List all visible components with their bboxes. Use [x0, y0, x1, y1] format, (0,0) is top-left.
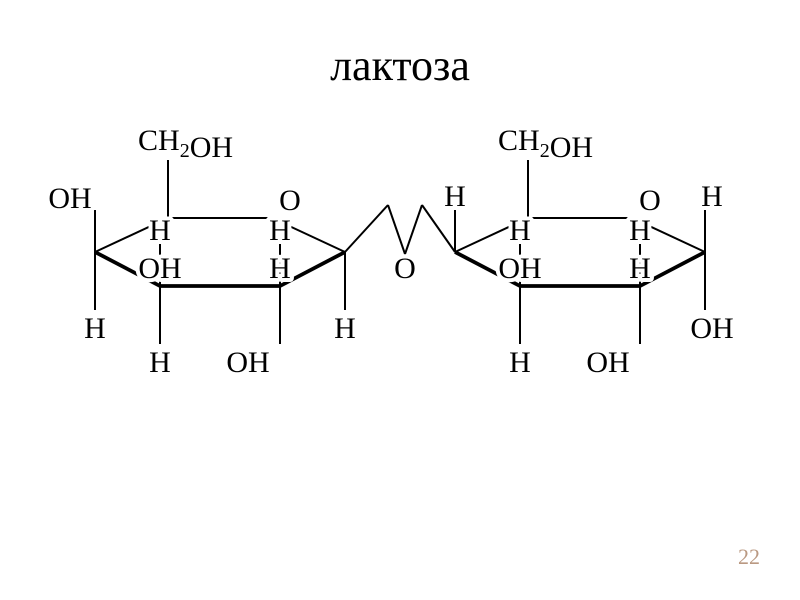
svg-text:H: H	[334, 312, 356, 345]
svg-text:O: O	[639, 184, 661, 217]
svg-text:H: H	[509, 346, 531, 379]
svg-text:H: H	[444, 180, 466, 213]
lactose-structure: CH2OHCH2OHOOOHOHHHOHOHHHHHHHOHOHHHOOCH2O…	[40, 110, 760, 450]
svg-text:H: H	[149, 214, 171, 247]
svg-text:OH: OH	[586, 346, 629, 379]
page-number: 22	[738, 544, 760, 570]
page-title: лактоза	[0, 40, 800, 91]
svg-text:H: H	[269, 252, 291, 285]
svg-text:H: H	[149, 346, 171, 379]
svg-text:H: H	[509, 214, 531, 247]
svg-text:OH: OH	[498, 252, 541, 285]
svg-text:O: O	[394, 252, 416, 285]
svg-text:O: O	[279, 184, 301, 217]
svg-text:CH2OH: CH2OH	[498, 124, 593, 164]
svg-text:OH: OH	[690, 312, 733, 345]
svg-text:OH: OH	[138, 252, 181, 285]
svg-text:H: H	[84, 312, 106, 345]
svg-text:H: H	[629, 214, 651, 247]
svg-text:H: H	[629, 252, 651, 285]
svg-text:OH: OH	[48, 182, 91, 215]
svg-text:OH: OH	[226, 346, 269, 379]
svg-text:H: H	[701, 180, 723, 213]
svg-text:H: H	[269, 214, 291, 247]
svg-text:CH2OH: CH2OH	[138, 124, 233, 164]
